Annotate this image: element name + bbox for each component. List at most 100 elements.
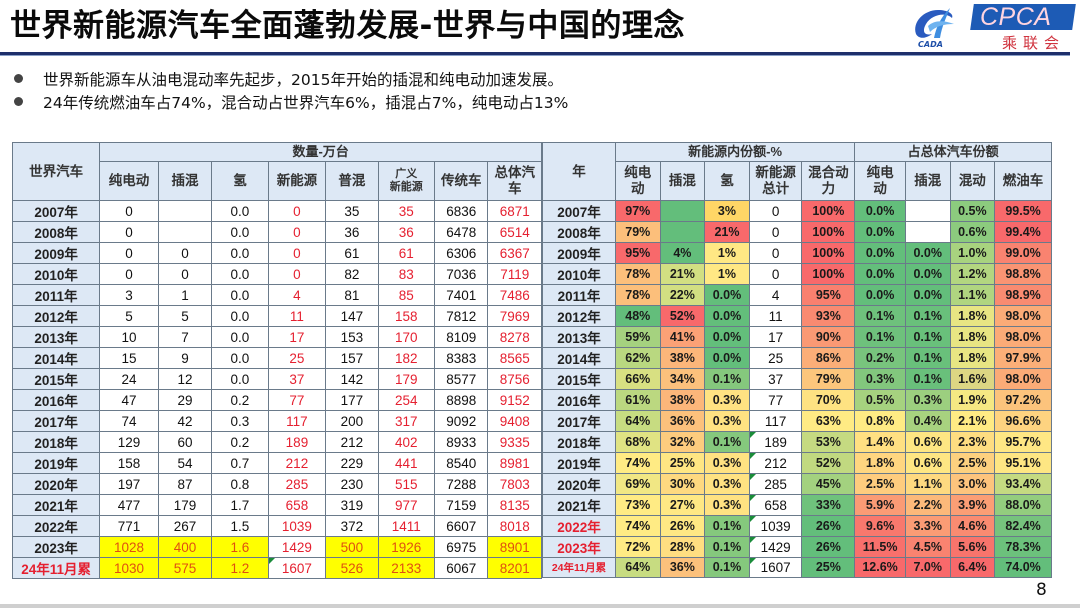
table-cell: 35 [377,200,436,222]
share-cell: 36% [659,410,706,432]
share-cell: 7.0% [904,557,951,578]
share-cell: 25% [659,452,706,474]
table-cell: 0 [157,242,213,264]
share-cell: 3.9% [949,494,996,516]
table-row: 2008年 0 0.0 0 36 36 6478 6514 [11,221,542,243]
column-header-line: 总计 [762,181,790,196]
table-cell: 6067 [434,557,489,579]
share-cell: 27% [659,494,706,516]
share-cell: 1.0% [949,242,996,264]
share-cell: 74% [614,452,661,474]
share-cell: 99.5% [994,200,1052,222]
share-cell: 1.1% [904,473,951,495]
logo-text: CPCA [980,3,1052,31]
share-cell: 62% [614,347,661,369]
table-cell: 3 [99,284,159,306]
share-cell: 98.9% [994,284,1052,306]
table-cell: 0.3 [211,410,269,432]
row-year: 2020年 [11,473,101,495]
column-header-line: 传统车 [440,173,482,188]
share-cell: 0.0% [704,305,750,327]
nev-total-cell: 77 [748,389,803,411]
nev-total-cell: 11 [748,305,803,327]
nev-total-cell: 0 [748,221,803,243]
share-cell: 0.2% [854,347,906,369]
row-year: 2018年 [11,431,101,453]
nev-total-cell: 0 [748,200,803,222]
table-cell: 0 [267,221,327,243]
table-row: 2017年 74 42 0.3 117 200 317 9092 9408 [11,410,542,432]
share-cell: 0.3% [854,368,906,390]
share-cell: 74.0% [994,557,1052,578]
table-cell: 153 [325,326,379,348]
nev-total-cell: 4 [748,284,803,306]
table-row: 2015年 24 12 0.0 37 142 179 8577 8756 [11,368,542,390]
table-cell: 515 [377,473,436,495]
table-cell: 402 [377,431,436,453]
table-cell: 1607 [267,557,327,579]
share-cell: 4% [659,242,706,264]
share-cell: 0.1% [704,368,750,390]
table-cell: 1.6 [211,536,269,558]
title-divider-accent [0,55,1070,56]
table-cell: 317 [377,410,436,432]
row-year: 2014年 [542,347,616,369]
column-header: 混动 [949,161,996,201]
share-cell: 5.9% [854,494,906,516]
row-year: 2023年 [542,536,616,558]
column-header: 新能源 [267,161,327,201]
share-cell: 0.5% [949,200,996,222]
title-divider [0,52,1070,55]
share-cell: 61% [614,389,661,411]
share-table: 年 新能源内份额-% 占总体汽车份额 纯电动插混氢新能源 总计 混合动力纯电动插混混… [542,142,1052,578]
share-cell: 0.3% [704,410,750,432]
share-cell: 32% [659,431,706,453]
share-cell: 26% [659,515,706,537]
share-cell: 2.5% [949,452,996,474]
column-header-line: 纯电动 [108,173,150,188]
share-cell: 64% [614,557,661,578]
nev-total-cell: 1039 [748,515,803,537]
table-row: 2010年 78% 21% 1% 0 100% 0.0% 0.0% 1.2% 98.8% [542,263,1052,285]
row-year: 2023年 [11,536,101,558]
share-cell: 0.3% [704,452,750,474]
bullet-text: 24年传统燃油车占74%，混合动占世界汽车6%，插混占7%，纯电动占13% [43,93,569,112]
share-cell: 59% [614,326,661,348]
row-year: 2009年 [542,242,616,264]
share-cell: 99.4% [994,221,1052,243]
table-cell: 82 [325,263,379,285]
column-header-line: 混动 [958,173,986,188]
bullet-text: 世界新能源车从油电混动率先起步，2015年开始的插混和纯电动加速发展。 [43,70,563,89]
table-cell: 0.0 [211,326,269,348]
share-cell [904,200,951,222]
table-cell: 87 [157,473,213,495]
table-cell: 1.5 [211,515,269,537]
table-cell: 9 [157,347,213,369]
share-cell: 21% [704,221,750,243]
share-cell: 4.6% [949,515,996,537]
row-year: 2019年 [542,452,616,474]
slide-title: 世界新能源汽车全面蓬勃发展-世界与中国的理念 [10,8,685,44]
table-cell: 6514 [487,221,542,243]
table-cell: 1030 [99,557,159,579]
table-cell: 0 [267,263,327,285]
table-cell: 6607 [434,515,489,537]
share-cell: 1.4% [854,431,906,453]
table-cell: 61 [377,242,436,264]
table-cell [157,221,213,243]
table-cell: 8383 [434,347,489,369]
table-cell: 5 [99,305,159,327]
share-cell: 100% [801,263,856,285]
share-cell: 100% [801,200,856,222]
column-header-line: 动 [873,181,887,196]
table-cell: 1429 [267,536,327,558]
column-header-line: 氢 [720,173,734,188]
table-cell: 182 [377,347,436,369]
column-header: 纯电动 [99,161,159,201]
share-cell: 78% [614,284,661,306]
share-cell: 70% [801,389,856,411]
nev-total-cell: 189 [748,431,803,453]
column-header: 插混 [157,161,213,201]
table-cell: 6367 [487,242,542,264]
share-cell: 4.5% [904,536,951,558]
